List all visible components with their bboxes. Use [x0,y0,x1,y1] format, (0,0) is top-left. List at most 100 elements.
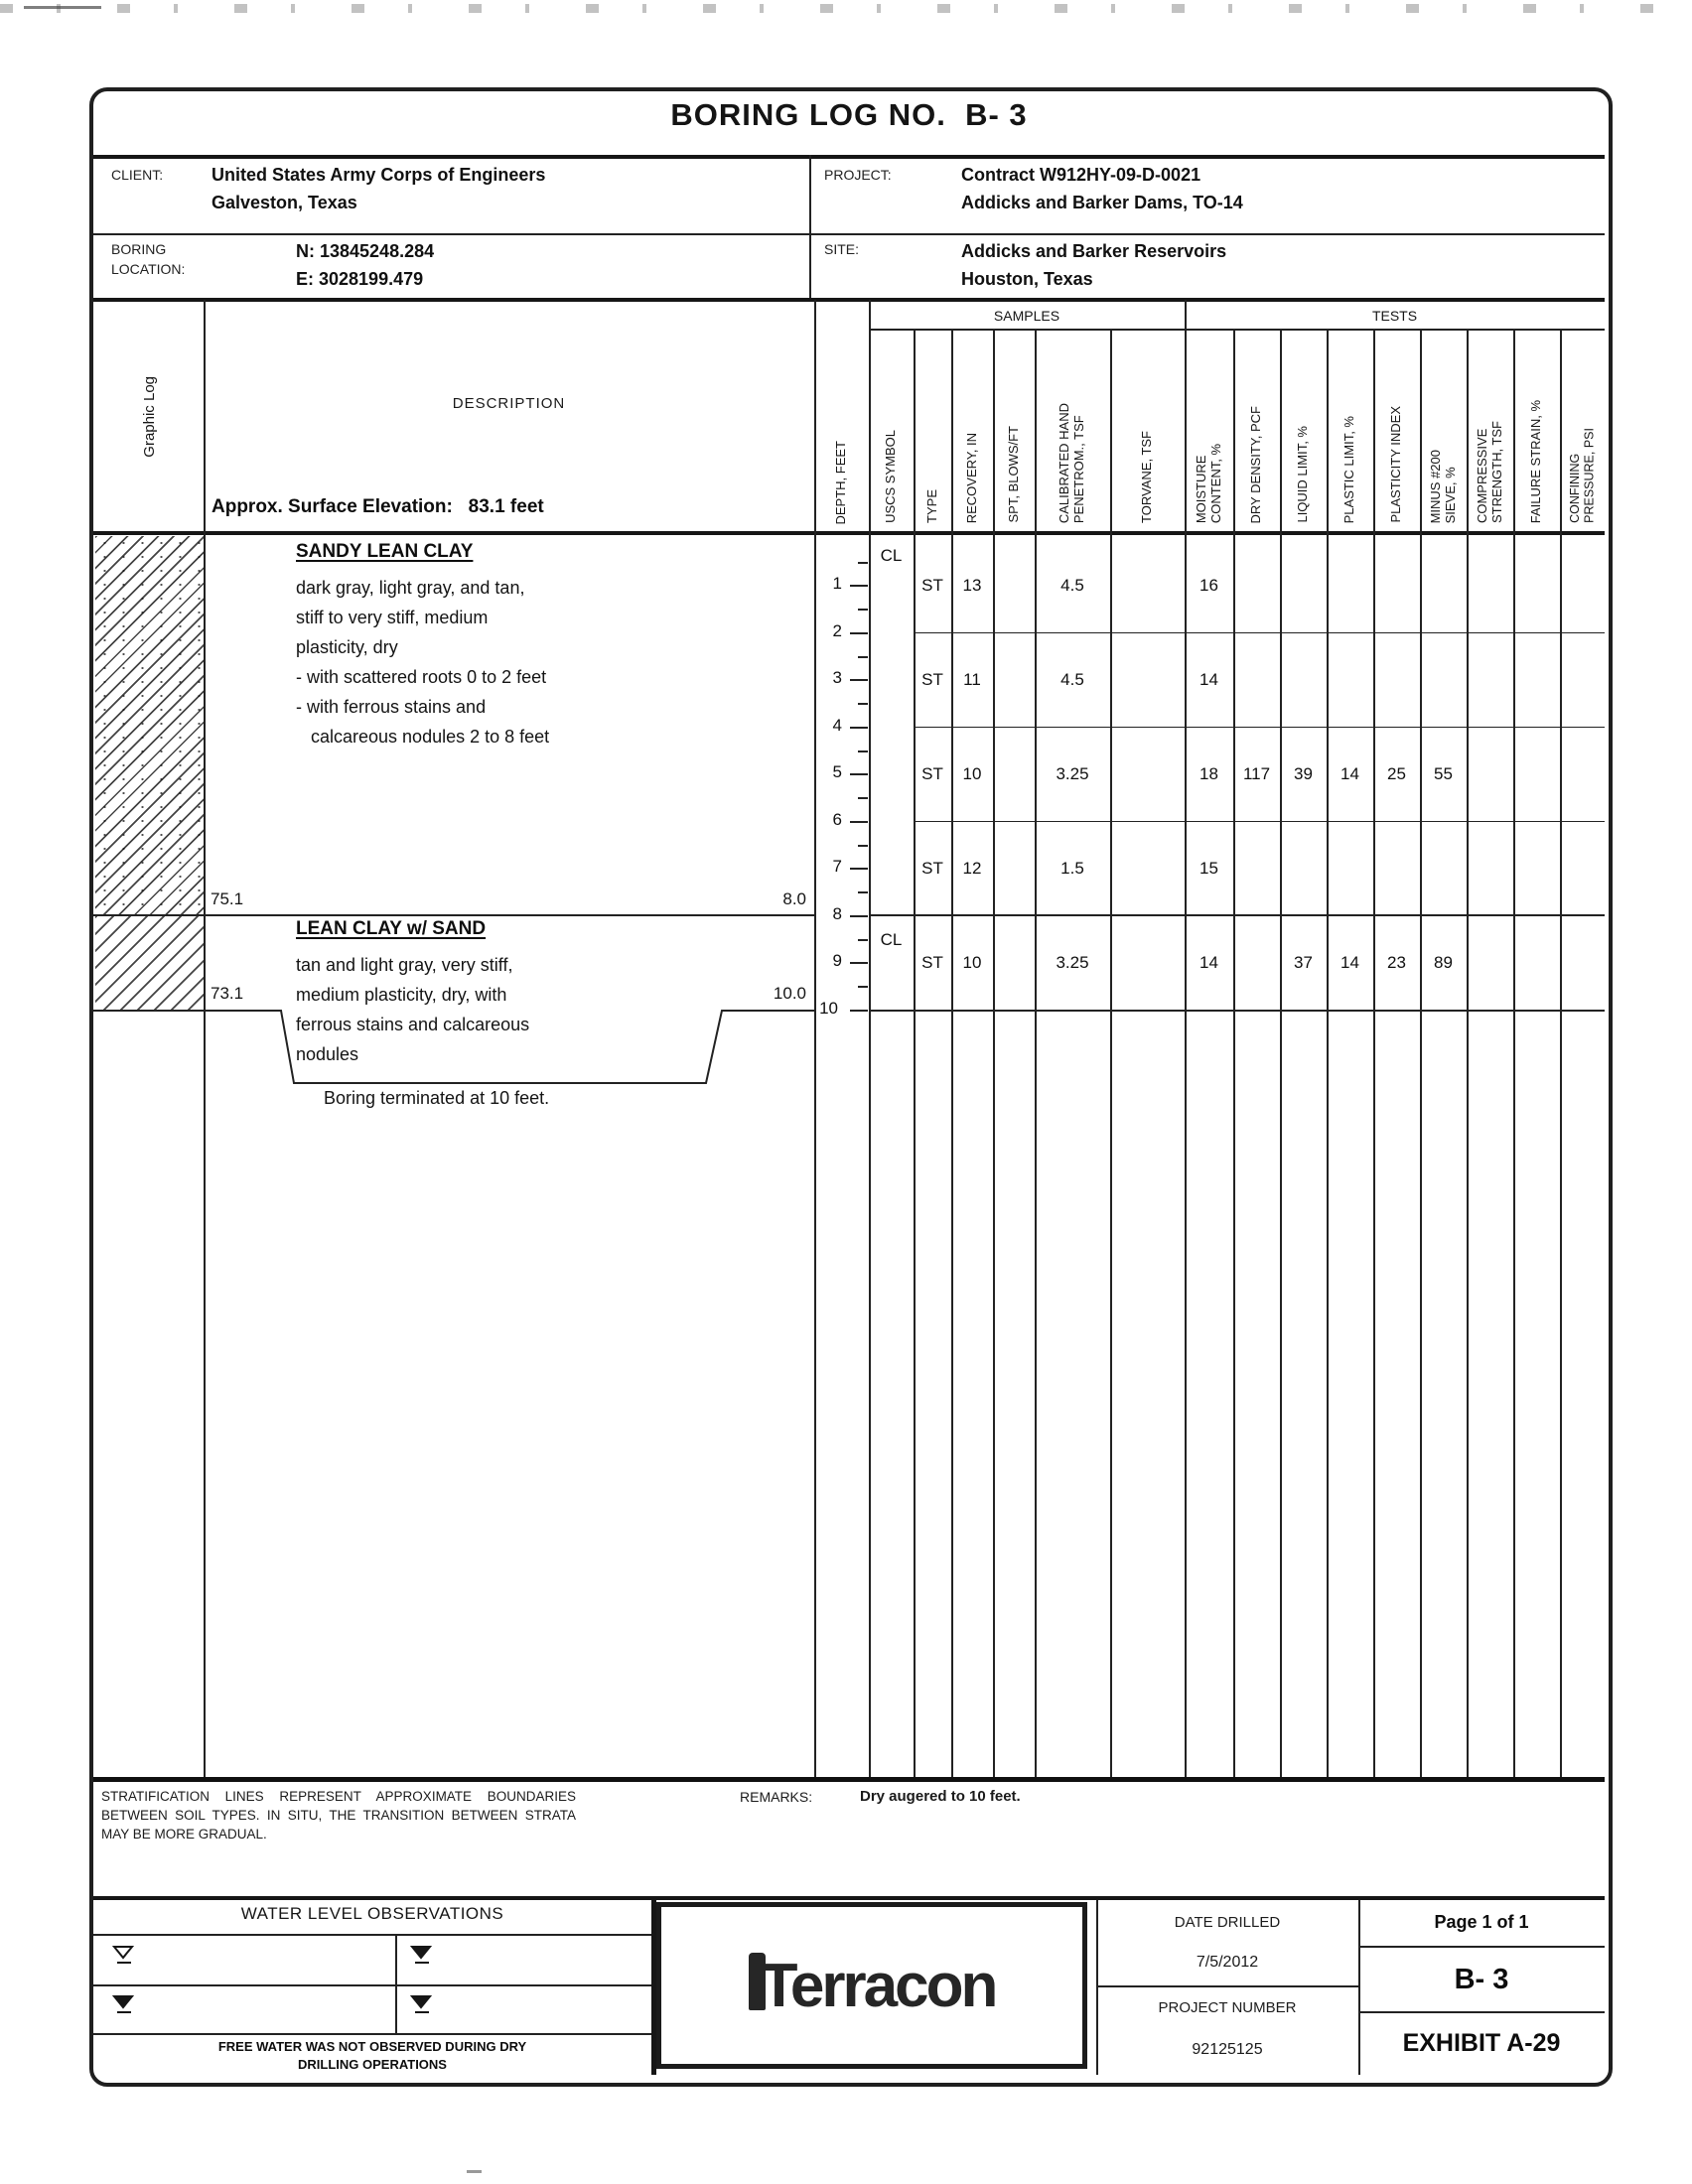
depth-tick-label: 3 [832,668,842,687]
sample-plastic-limit: 14 [1340,764,1359,783]
depth-tick-label: 10 [819,999,838,1018]
surface-elevation: Approx. Surface Elevation: 83.1 feet [212,496,544,517]
form-border [89,87,1613,2087]
uscs-symbol: CL [880,546,903,565]
water-level-symbol-open-icon [111,1946,135,1964]
water-level-symbol-filled-icon [111,1995,135,2013]
client-label: CLIENT: [111,167,164,183]
sample-liquid-limit: 37 [1294,953,1313,972]
plasticity-index-column-header: PLASTICITY INDEX [1388,406,1404,523]
sample-hand-penetrom: 3.25 [1056,953,1089,972]
confining-column-header: CONFINING PRESSURE, PSI [1568,428,1597,523]
sample-plasticity-index: 25 [1387,764,1406,783]
termination-trapezoid [204,1010,814,1084]
site-city: Houston, Texas [961,269,1093,289]
scan-noise-mark [24,6,101,9]
sample-hand-penetrom: 1.5 [1060,859,1084,878]
project-contract: Contract W912HY-09-D-0021 [961,165,1201,185]
scan-noise-mark [467,2170,482,2173]
stratum-1-bottom-depth: 8.0 [782,889,806,908]
stratum-2-bottom-elevation: 73.1 [211,984,244,1003]
sample-recovery: 10 [962,764,982,783]
page-indicator: Page 1 of 1 [1434,1912,1529,1932]
water-level-note-2: DRILLING OPERATIONS [298,2057,447,2072]
project-number-label: PROJECT NUMBER [1158,1999,1297,2016]
terracon-logo: Terracon [760,1951,999,2020]
scan-noise-strip [0,4,1692,13]
page-title: BORING LOG NO. B- 3 [670,97,1028,132]
sample-minus-200: 55 [1434,764,1453,783]
sample-type: ST [921,859,943,878]
sample-moisture: 14 [1199,953,1218,972]
terracon-logo-mark [748,1953,766,2010]
sample-hand-penetrom: 3.25 [1056,764,1089,783]
hand-penetrom-column-header: CALIBRATED HAND PENETROM., TSF [1057,402,1086,523]
boring-easting: E: 3028199.479 [296,269,424,289]
moisture-column-header: MOISTURE CONTENT, % [1193,443,1223,523]
sample-liquid-limit: 39 [1294,764,1313,783]
water-level-symbol-filled-icon [409,1995,433,2013]
remarks-value: Dry augered to 10 feet. [860,1788,1021,1805]
stratum-2-description: tan and light gray, very stiff, medium p… [296,955,530,1064]
plastic-limit-column-header: PLASTIC LIMIT, % [1341,415,1357,523]
sample-plasticity-index: 23 [1387,953,1406,972]
sample-recovery: 13 [962,576,982,595]
sample-minus-200: 89 [1434,953,1453,972]
uscs-symbol: CL [880,930,903,949]
stratum-2-bottom-depth: 10.0 [773,984,806,1003]
stratum-1-title: SANDY LEAN CLAY [296,541,474,562]
project-label: PROJECT: [824,167,892,183]
depth-tick-label: 8 [832,904,842,923]
depth-tick-label: 5 [832,762,842,781]
sample-dry-density: 117 [1242,764,1271,783]
torvane-column-header: TORVANE, TSF [1139,431,1155,523]
sample-type: ST [921,764,943,783]
boring-location-label-2: LOCATION: [111,261,186,277]
depth-tick-label: 1 [832,574,842,593]
compressive-column-header: COMPRESSIVE STRENGTH, TSF [1474,420,1504,523]
description-header-label: DESCRIPTION [452,395,566,412]
depth-column-header: DEPTH, FEET [833,441,849,525]
recovery-column-header: RECOVERY, IN [963,432,979,523]
boring-location-label-1: BORING [111,241,167,257]
sample-type: ST [921,576,943,595]
logo-box: Terracon [656,1902,1087,2069]
tests-group-header: TESTS [1371,308,1418,324]
termination-note: Boring terminated at 10 feet. [324,1088,550,1108]
sample-recovery: 11 [963,670,981,689]
sample-type: ST [921,953,943,972]
project-name: Addicks and Barker Dams, TO-14 [961,193,1243,212]
sample-moisture: 16 [1199,576,1218,595]
liquid-limit-column-header: LIQUID LIMIT, % [1295,426,1311,523]
depth-tick-label: 7 [832,857,842,876]
graphic-log-stratum-2 [95,916,204,1011]
site-name: Addicks and Barker Reservoirs [961,241,1227,261]
sample-moisture: 14 [1199,670,1218,689]
depth-tick-label: 2 [832,621,842,640]
sample-type: ST [921,670,943,689]
date-drilled-value: 7/5/2012 [1196,1954,1259,1971]
site-label: SITE: [824,241,860,257]
client-name: United States Army Corps of Engineers [212,165,546,185]
sample-plastic-limit: 14 [1340,953,1359,972]
depth-tick-label: 6 [832,810,842,829]
exhibit-label: EXHIBIT A-29 [1402,2029,1561,2057]
stratum-2-title: LEAN CLAY w/ SAND [296,918,487,939]
graphic-log-stratum-1 [95,536,204,916]
boring-id: B- 3 [1454,1964,1509,1995]
sample-recovery: 12 [962,859,982,878]
remarks-label: REMARKS: [740,1789,813,1805]
spt-column-header: SPT, BLOWS/FT [1005,426,1021,523]
sample-moisture: 18 [1199,764,1218,783]
minus-200-column-header: MINUS #200 SIEVE, % [1427,449,1458,523]
stratification-note: STRATIFICATION LINES REPRESENT APPROXIMA… [101,1789,576,1842]
project-number-value: 92125125 [1192,2041,1263,2058]
stratum-1-description: dark gray, light gray, and tan, stiff to… [296,578,550,747]
water-level-symbol-filled-icon [409,1946,433,1964]
samples-group-header: SAMPLES [993,308,1060,324]
depth-tick-label: 4 [832,716,842,735]
water-level-title: WATER LEVEL OBSERVATIONS [240,1904,504,1923]
stratum-1-bottom-elevation: 75.1 [211,889,244,908]
graphic-log-header-label: Graphic Log [140,375,158,458]
